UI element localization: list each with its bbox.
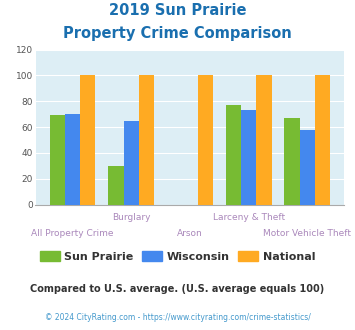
Bar [284, 118, 300, 205]
Bar [256, 75, 272, 205]
Bar [198, 75, 213, 205]
Bar [241, 110, 256, 205]
Text: © 2024 CityRating.com - https://www.cityrating.com/crime-statistics/: © 2024 CityRating.com - https://www.city… [45, 314, 310, 322]
Bar [108, 166, 124, 205]
Text: All Property Crime: All Property Crime [31, 229, 114, 238]
Text: Property Crime Comparison: Property Crime Comparison [63, 26, 292, 41]
Bar [80, 75, 95, 205]
Bar [139, 75, 154, 205]
Bar [124, 120, 139, 205]
Bar [300, 130, 315, 205]
Text: Arson: Arson [177, 229, 203, 238]
Bar [226, 105, 241, 205]
Bar [65, 114, 80, 205]
Legend: Sun Prairie, Wisconsin, National: Sun Prairie, Wisconsin, National [35, 247, 320, 266]
Bar [315, 75, 330, 205]
Bar [50, 115, 65, 205]
Text: Motor Vehicle Theft: Motor Vehicle Theft [263, 229, 351, 238]
Text: Compared to U.S. average. (U.S. average equals 100): Compared to U.S. average. (U.S. average … [31, 284, 324, 294]
Text: Burglary: Burglary [112, 213, 151, 222]
Text: 2019 Sun Prairie: 2019 Sun Prairie [109, 3, 246, 18]
Text: Larceny & Theft: Larceny & Theft [213, 213, 285, 222]
